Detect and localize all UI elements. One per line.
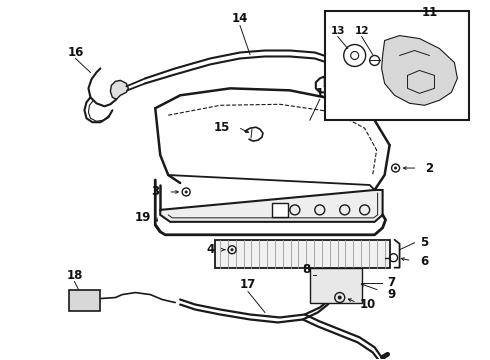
Text: 17: 17 <box>240 278 256 291</box>
Polygon shape <box>160 190 383 222</box>
Polygon shape <box>110 80 128 99</box>
Text: 3: 3 <box>151 185 159 198</box>
Text: 15: 15 <box>214 121 230 134</box>
Bar <box>272 203 288 217</box>
Polygon shape <box>382 36 457 105</box>
Text: 7: 7 <box>388 276 395 289</box>
Text: 4: 4 <box>206 243 214 256</box>
Bar <box>69 289 100 311</box>
Circle shape <box>394 167 397 170</box>
Text: 9: 9 <box>388 288 396 301</box>
Bar <box>215 240 390 268</box>
Text: 18: 18 <box>66 269 83 282</box>
Text: 5: 5 <box>420 236 429 249</box>
Bar <box>325 11 469 120</box>
Text: 11: 11 <box>421 6 438 19</box>
Text: 16: 16 <box>67 46 84 59</box>
Text: 6: 6 <box>420 255 429 268</box>
Text: 10: 10 <box>360 298 376 311</box>
Polygon shape <box>343 274 360 288</box>
Text: 2: 2 <box>425 162 434 175</box>
Text: 19: 19 <box>135 211 151 224</box>
Text: 12: 12 <box>354 26 369 36</box>
Text: 13: 13 <box>330 26 345 36</box>
Text: 1: 1 <box>316 87 324 100</box>
Circle shape <box>185 190 188 193</box>
Circle shape <box>338 296 342 300</box>
Bar <box>310 268 362 302</box>
Circle shape <box>230 248 234 251</box>
Text: 14: 14 <box>232 12 248 25</box>
Text: 8: 8 <box>303 263 311 276</box>
